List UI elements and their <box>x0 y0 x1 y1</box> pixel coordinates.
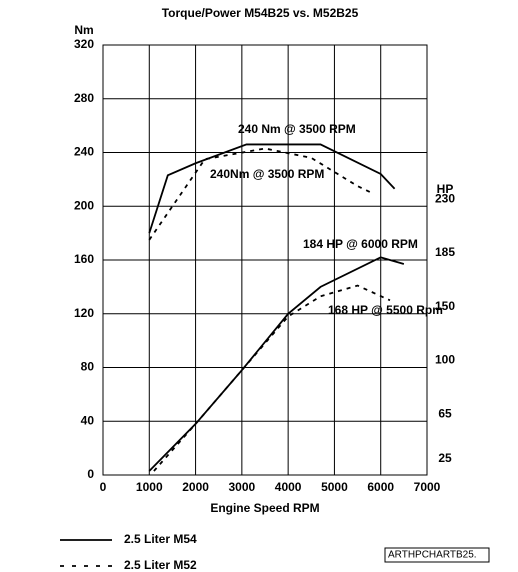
legend-label: 2.5 Liter M52 <box>124 558 197 572</box>
x-tick-label: 0 <box>100 480 107 494</box>
x-tick-label: 6000 <box>367 480 394 494</box>
annotation: 240 Nm @ 3500 RPM <box>238 122 356 136</box>
series-line <box>153 284 391 472</box>
x-tick-label: 7000 <box>414 480 441 494</box>
series-line <box>148 147 372 241</box>
x-tick-label: 5000 <box>321 480 348 494</box>
x-tick-label: 2000 <box>182 480 209 494</box>
y-tick-label: 280 <box>74 91 94 105</box>
y-tick-label: 0 <box>87 467 94 481</box>
y2-tick-label: 25 <box>438 451 452 465</box>
y-tick-label: 320 <box>74 37 94 51</box>
annotation: 184 HP @ 6000 RPM <box>303 237 418 251</box>
y-tick-label: 80 <box>81 360 95 374</box>
x-tick-label: 1000 <box>136 480 163 494</box>
y2-tick-label: 230 <box>435 191 455 205</box>
annotation: 168 HP @ 5500 Rpm <box>328 303 443 317</box>
y2-tick-label: 100 <box>435 353 455 367</box>
y-tick-label: 40 <box>81 413 95 427</box>
figure-id: ARTHPCHARTB25. <box>388 550 477 561</box>
series-line <box>148 256 405 472</box>
y2-tick-label: 150 <box>435 299 455 313</box>
y-tick-label: 160 <box>74 252 94 266</box>
legend-label: 2.5 Liter M54 <box>124 532 197 546</box>
y2-axis-label: HP <box>437 182 454 196</box>
chart-title: Torque/Power M54B25 vs. M52B25 <box>162 6 359 20</box>
series-line <box>148 143 396 234</box>
x-tick-label: 4000 <box>275 480 302 494</box>
y-axis-label: Nm <box>74 23 93 37</box>
y-tick-label: 120 <box>74 306 94 320</box>
y2-tick-label: 185 <box>435 245 455 259</box>
y2-tick-label: 65 <box>438 406 452 420</box>
figure-id-box <box>384 547 490 563</box>
x-tick-label: 3000 <box>229 480 256 494</box>
y-tick-label: 240 <box>74 145 94 159</box>
x-axis-label: Engine Speed RPM <box>210 501 319 515</box>
y-tick-label: 200 <box>74 198 94 212</box>
annotation: 240Nm @ 3500 RPM <box>210 167 324 181</box>
